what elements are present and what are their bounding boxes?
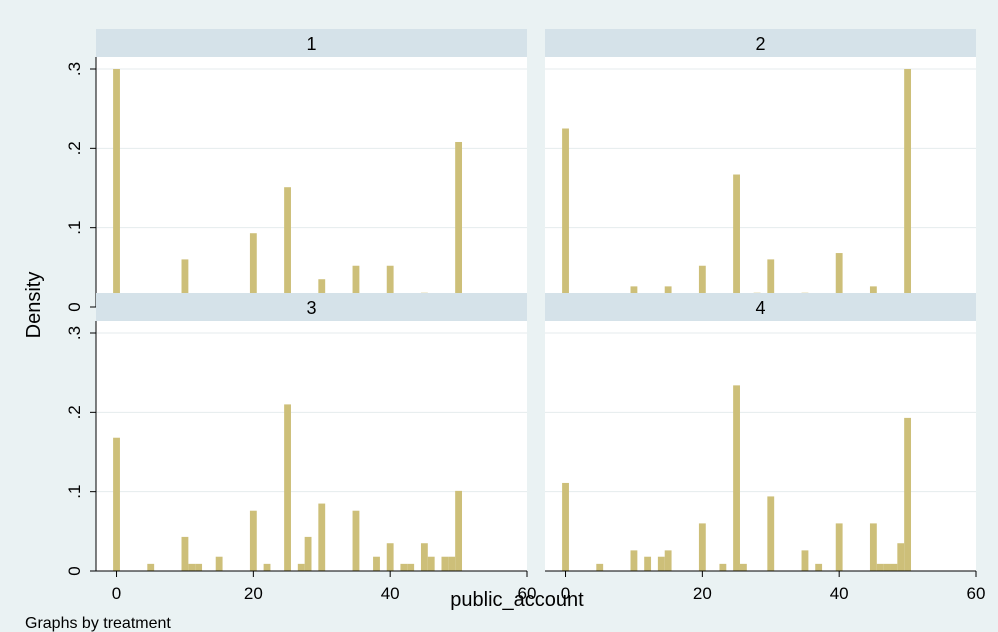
bar	[420, 543, 428, 571]
bar	[767, 259, 775, 307]
panel-4: 40 20 40 60	[545, 293, 985, 603]
bar	[427, 556, 435, 571]
panel-title: 2	[755, 34, 765, 54]
bar	[304, 536, 312, 571]
bar	[297, 563, 305, 571]
bar	[644, 556, 652, 571]
x-tick-label: 60	[967, 584, 986, 603]
bar	[386, 543, 394, 571]
x-tick-label: 40	[830, 584, 849, 603]
panel-title: 4	[755, 298, 765, 318]
bar	[801, 550, 809, 571]
bar	[562, 128, 569, 307]
panel-title: 1	[306, 34, 316, 54]
bar	[876, 563, 884, 571]
bar	[455, 490, 463, 571]
x-tick-label: 20	[244, 584, 263, 603]
bar	[904, 69, 912, 307]
graphs-by-note: Graphs by treatment	[25, 615, 171, 632]
bar	[352, 265, 360, 307]
panel-strip	[96, 293, 527, 321]
bar	[400, 563, 408, 571]
bar	[188, 563, 196, 571]
bar	[739, 563, 747, 571]
bar	[147, 563, 155, 571]
bar	[904, 417, 912, 571]
bar	[249, 510, 257, 571]
panel-plot-area	[96, 321, 527, 571]
x-tick-label: 20	[693, 584, 712, 603]
bar	[815, 563, 823, 571]
y-tick-label: .3	[65, 62, 84, 76]
bar	[835, 523, 843, 571]
bar	[596, 563, 604, 571]
bar	[897, 543, 905, 571]
panel-2: 2	[545, 29, 976, 308]
bar	[284, 187, 291, 307]
y-tick-label: 0	[65, 302, 84, 311]
bar	[657, 556, 665, 571]
bar	[215, 556, 223, 571]
bar	[284, 404, 291, 571]
bar	[318, 503, 326, 571]
bar	[698, 523, 706, 571]
x-tick-label: 0	[561, 584, 570, 603]
bar	[373, 556, 380, 571]
panel-3: 3 0 .1 .2 .3 0 20 40 60	[65, 293, 536, 603]
x-tick-label: 40	[381, 584, 400, 603]
panel-plot-area	[96, 57, 527, 307]
bar	[113, 437, 120, 571]
bar	[733, 174, 740, 307]
panel-plot-area	[545, 321, 976, 571]
bar	[407, 563, 415, 571]
bar	[352, 510, 360, 571]
bar	[455, 141, 463, 307]
bar	[767, 496, 775, 571]
y-tick-label: .1	[65, 221, 84, 235]
y-tick-label: 0	[65, 566, 84, 575]
bar	[562, 482, 569, 571]
bar	[181, 536, 189, 571]
panel-strip	[96, 29, 527, 57]
bar	[890, 563, 898, 571]
bar	[448, 556, 456, 571]
panel-1: 1 0 .1 .2 .3	[65, 29, 527, 312]
bar	[113, 69, 120, 307]
y-tick-label: .2	[65, 405, 84, 419]
bar	[181, 259, 189, 307]
y-tick-label: .1	[65, 485, 84, 499]
panel-plot-area	[545, 57, 976, 307]
bar	[835, 253, 843, 307]
bar	[698, 265, 706, 307]
bar	[249, 233, 257, 307]
bar	[733, 385, 740, 571]
bar	[386, 265, 394, 307]
panel-title: 3	[306, 298, 316, 318]
bar	[664, 550, 672, 571]
bar	[195, 563, 203, 571]
bar	[883, 563, 891, 571]
bar	[719, 563, 727, 571]
bar	[441, 556, 449, 571]
x-axis-title: public_account	[450, 589, 584, 611]
bar	[630, 550, 638, 571]
y-axis-title: Density	[23, 272, 45, 339]
x-tick-label: 60	[518, 584, 537, 603]
bar	[869, 523, 877, 571]
panel-strip	[545, 293, 976, 321]
panel-strip	[545, 29, 976, 57]
x-tick-label: 0	[112, 584, 121, 603]
bar	[263, 563, 271, 571]
y-tick-label: .3	[65, 326, 84, 340]
y-tick-label: .2	[65, 141, 84, 155]
